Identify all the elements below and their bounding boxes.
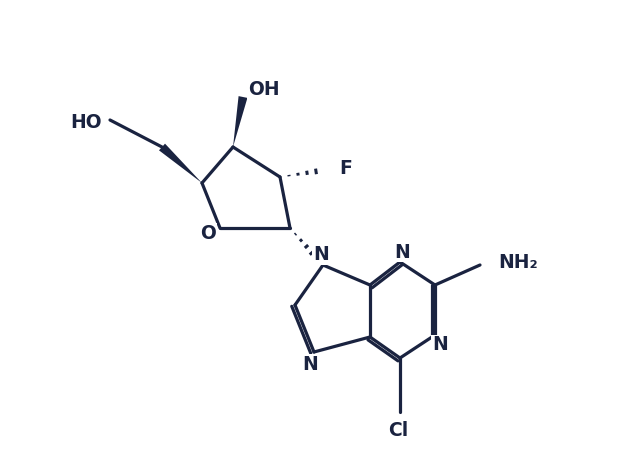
- Text: N: N: [394, 243, 410, 261]
- Text: Cl: Cl: [388, 421, 408, 439]
- Text: N: N: [302, 354, 318, 374]
- Text: HO: HO: [70, 112, 102, 132]
- Text: NH₂: NH₂: [498, 252, 538, 272]
- Text: OH: OH: [248, 79, 280, 99]
- Text: F: F: [339, 158, 352, 178]
- Text: O: O: [200, 224, 216, 243]
- Polygon shape: [233, 96, 248, 147]
- Polygon shape: [159, 144, 202, 183]
- Text: N: N: [432, 336, 448, 354]
- Text: N: N: [313, 245, 329, 265]
